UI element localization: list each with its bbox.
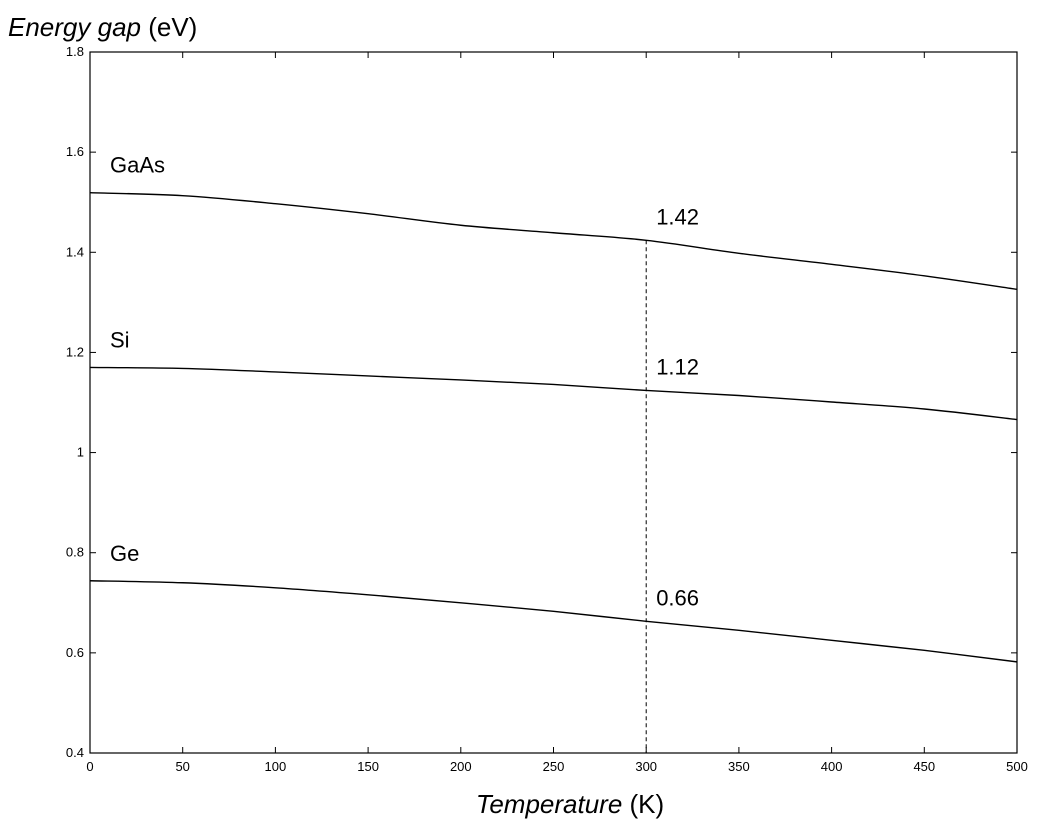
y-axis-title-main: Energy gap — [8, 12, 141, 42]
y-tick-label: 1 — [77, 445, 84, 460]
series-label-ge: Ge — [110, 541, 139, 566]
data-label-ge: 0.66 — [656, 585, 699, 610]
y-tick-label: 1.8 — [66, 44, 84, 59]
data-label-gaas: 1.42 — [656, 204, 699, 229]
y-tick-label: 1.4 — [66, 244, 84, 259]
series-line-ge — [89, 580, 1018, 663]
x-axis-title: Temperature (K) — [476, 789, 664, 819]
y-axis-title-unit: (eV) — [141, 12, 197, 42]
y-tick-label: 0.6 — [66, 645, 84, 660]
x-tick-label: 50 — [175, 759, 189, 774]
x-tick-label: 450 — [913, 759, 935, 774]
labels-layer: 0 50 100 150 200 250 300 350 400 450 500 0.4 0.6 0.8 1… — [66, 44, 1028, 774]
x-tick-label: 400 — [821, 759, 843, 774]
x-tick-label: 500 — [1006, 759, 1028, 774]
series-label-si: Si — [110, 327, 130, 352]
x-tick-label: 200 — [450, 759, 472, 774]
plot-frame — [89, 51, 1018, 754]
y-tick-label: 0.8 — [66, 545, 84, 560]
y-tick-label: 1.2 — [66, 344, 84, 359]
x-tick-label: 250 — [543, 759, 565, 774]
x-tick-label: 100 — [265, 759, 287, 774]
ticks-layer — [89, 51, 1018, 754]
x-tick-label: 300 — [635, 759, 657, 774]
y-tick-label: 1.6 — [66, 144, 84, 159]
y-axis-title: Energy gap (eV) — [8, 12, 197, 42]
series-line-si — [89, 366, 1018, 421]
x-tick-label: 0 — [86, 759, 93, 774]
x-axis-title-unit: (K) — [622, 789, 664, 819]
x-tick-label: 150 — [357, 759, 379, 774]
y-tick-label: 0.4 — [66, 745, 84, 760]
x-axis-title-main: Temperature — [476, 789, 622, 819]
x-tick-label: 350 — [728, 759, 750, 774]
series-line-gaas — [89, 192, 1018, 291]
lines-layer — [89, 192, 1018, 753]
series-label-gaas: GaAs — [110, 153, 165, 178]
data-label-si: 1.12 — [656, 354, 699, 379]
